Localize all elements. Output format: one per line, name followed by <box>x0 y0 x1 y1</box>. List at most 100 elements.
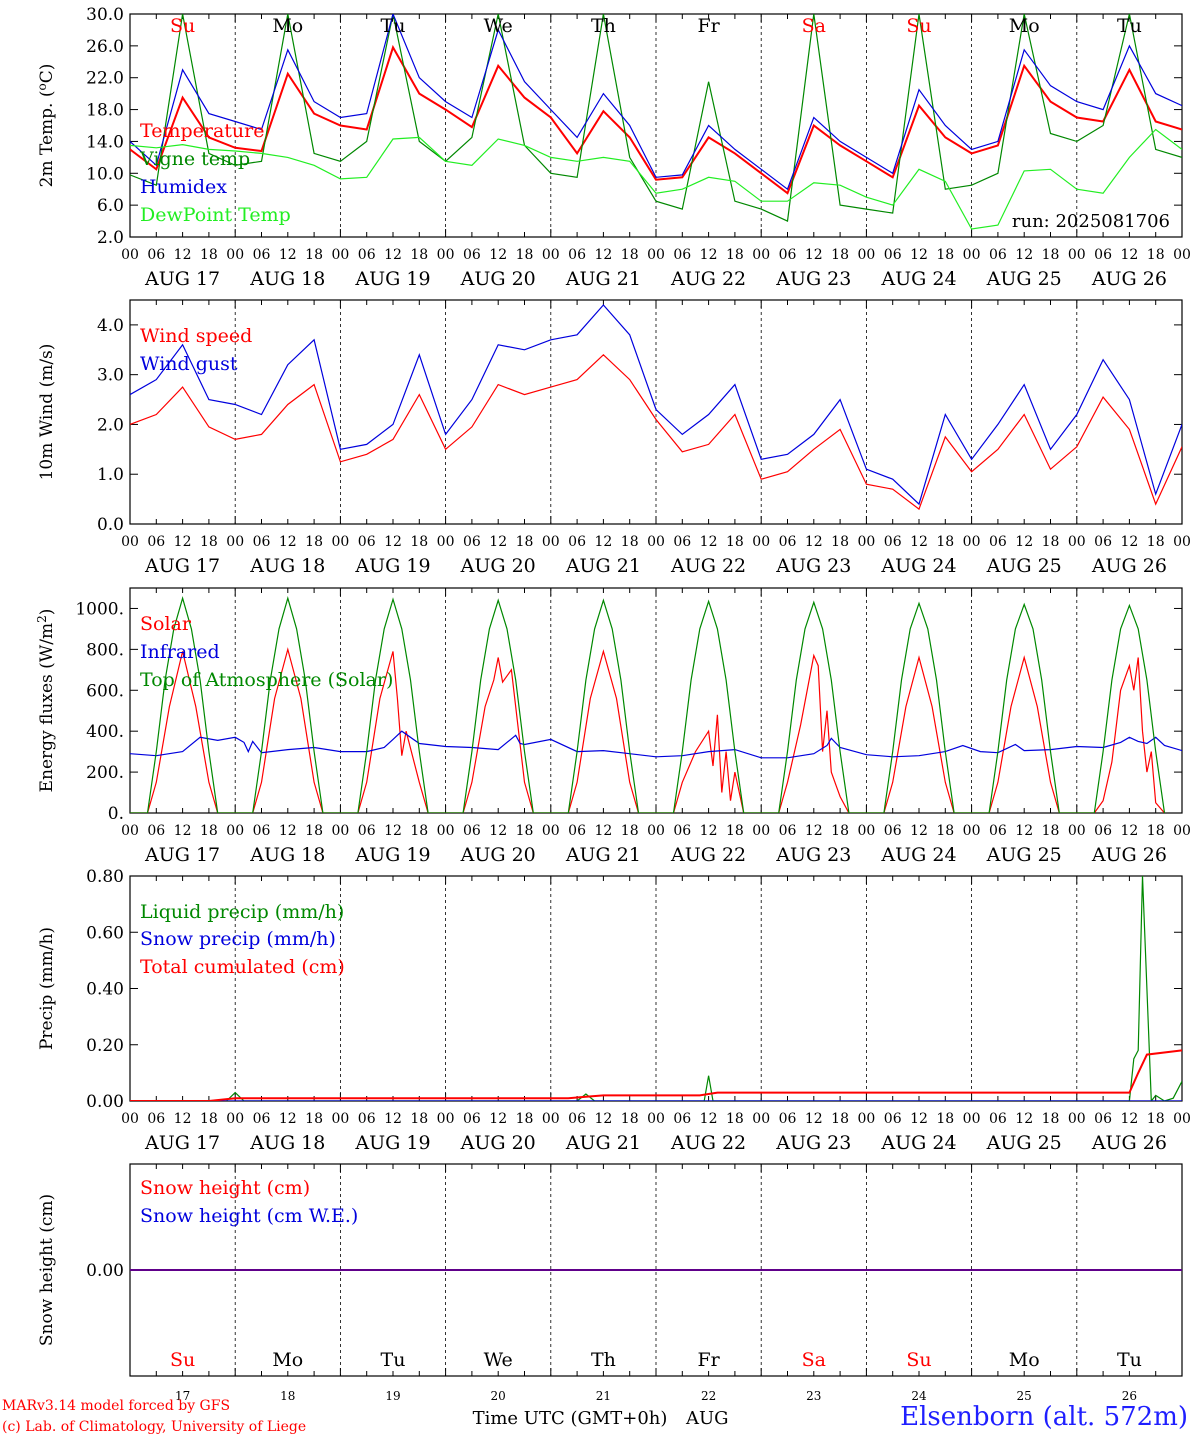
hour-tick-label: 18 <box>1042 534 1060 550</box>
hour-tick-label: 18 <box>305 534 323 550</box>
weekday-label: Mo <box>1009 15 1040 37</box>
hour-tick-label: 06 <box>673 823 691 839</box>
hour-tick-label: 00 <box>752 1111 770 1127</box>
date-label: AUG 24 <box>880 555 956 577</box>
y-axis-label: Snow height (cm) <box>37 1194 57 1346</box>
hour-tick-label: 06 <box>1094 247 1112 263</box>
hour-tick-label: 00 <box>121 823 139 839</box>
hour-tick-label: 12 <box>910 823 928 839</box>
date-label: AUG 17 <box>144 1132 220 1154</box>
hour-tick-label: 00 <box>226 534 244 550</box>
date-label: AUG 20 <box>460 555 536 577</box>
y-tick-label: 10.0 <box>86 164 124 184</box>
legend-entry: Wind speed <box>140 325 252 347</box>
hour-tick-label: 12 <box>174 823 192 839</box>
hour-tick-label: 18 <box>516 247 534 263</box>
hour-tick-label: 06 <box>1094 534 1112 550</box>
hour-tick-label: 18 <box>410 823 428 839</box>
hour-tick-label: 18 <box>831 247 849 263</box>
hour-tick-label: 12 <box>489 534 507 550</box>
series-line-wind-gust <box>130 304 1182 506</box>
weekday-label: Sa <box>802 1349 826 1371</box>
lab-credit: (c) Lab. of Climatology, University of L… <box>2 1419 307 1435</box>
hour-tick-label: 12 <box>700 247 718 263</box>
hour-tick-label: 18 <box>621 534 639 550</box>
model-credit: MARv3.14 model forced by GFS <box>2 1398 231 1414</box>
hour-tick-label: 06 <box>463 823 481 839</box>
hour-tick-label: 06 <box>884 1111 902 1127</box>
y-tick-label: 800. <box>86 640 124 660</box>
hour-tick-label: 18 <box>200 247 218 263</box>
hour-tick-label: 12 <box>279 247 297 263</box>
hour-tick-label: 12 <box>489 1111 507 1127</box>
month-label: AUG <box>685 1408 729 1429</box>
legend-entry: Snow height (cm W.E.) <box>140 1205 358 1227</box>
date-label: AUG 18 <box>249 268 325 290</box>
station-name: Elsenborn (alt. 572m) <box>900 1402 1188 1432</box>
series-line-top-of-atmosphere-solar- <box>130 596 1166 813</box>
hour-tick-label: 00 <box>121 1111 139 1127</box>
y-tick-label: 30.0 <box>86 5 124 25</box>
date-label: AUG 22 <box>670 555 746 577</box>
day-number-label: 18 <box>280 1389 295 1403</box>
series-line-total-cumulated-cm- <box>130 1049 1182 1101</box>
plot-frame <box>129 587 1183 814</box>
y-tick-label: 0.80 <box>86 867 124 887</box>
hour-tick-label: 12 <box>384 823 402 839</box>
hour-tick-label: 00 <box>1068 1111 1086 1127</box>
hour-tick-label: 06 <box>989 534 1007 550</box>
panel-3: 1000. 800. 600. 400. 200. 0. Energy fluxes (W/… <box>35 587 1191 866</box>
y-axis-label: Energy fluxes (W/m2) <box>35 609 57 793</box>
weekday-label: Mo <box>272 15 303 37</box>
series-line-vigne-temp <box>130 14 1182 222</box>
hour-tick-label: 12 <box>384 1111 402 1127</box>
legend-entry: Snow precip (mm/h) <box>140 928 336 950</box>
hour-tick-label: 00 <box>1173 823 1191 839</box>
hour-tick-label: 00 <box>1068 247 1086 263</box>
date-label: AUG 19 <box>354 268 430 290</box>
hour-tick-label: 18 <box>726 247 744 263</box>
hour-tick-label: 18 <box>410 1111 428 1127</box>
date-label: AUG 19 <box>354 844 430 866</box>
hour-tick-label: 18 <box>410 247 428 263</box>
date-label: AUG 20 <box>460 268 536 290</box>
hour-tick-label: 06 <box>673 534 691 550</box>
hour-tick-label: 12 <box>384 247 402 263</box>
weekday-label: Su <box>170 15 195 37</box>
hour-tick-label: 18 <box>831 1111 849 1127</box>
day-number-label: 17 <box>175 1389 190 1403</box>
date-label: AUG 17 <box>144 555 220 577</box>
date-label: AUG 22 <box>670 268 746 290</box>
hour-tick-label: 00 <box>121 534 139 550</box>
hour-tick-label: 00 <box>647 534 665 550</box>
legend-entry: Temperature <box>140 120 264 142</box>
hour-tick-label: 00 <box>1068 823 1086 839</box>
x-axis-title: Time UTC (GMT+0h) <box>473 1408 668 1429</box>
panel-1: 30.0 26.0 22.0 18.0 14.0 10.0 6.0 2.0 2m Temp. (… <box>35 5 1191 290</box>
legend-entry: Infrared <box>140 641 220 663</box>
date-label: AUG 23 <box>775 1132 851 1154</box>
hour-tick-label: 18 <box>831 534 849 550</box>
date-label: AUG 21 <box>565 268 641 290</box>
hour-tick-label: 06 <box>147 823 165 839</box>
day-number-label: 22 <box>701 1389 716 1403</box>
y-tick-label: 0. <box>108 804 124 824</box>
hour-tick-label: 06 <box>779 247 797 263</box>
hour-tick-label: 00 <box>542 534 560 550</box>
weekday-label: Su <box>906 15 931 37</box>
hour-tick-label: 06 <box>147 1111 165 1127</box>
hour-tick-label: 12 <box>594 534 612 550</box>
date-label: AUG 19 <box>354 555 430 577</box>
day-number-label: 26 <box>1122 1389 1137 1403</box>
hour-tick-label: 12 <box>1015 823 1033 839</box>
hour-tick-label: 18 <box>516 534 534 550</box>
hour-tick-label: 18 <box>410 534 428 550</box>
hour-tick-label: 18 <box>1042 1111 1060 1127</box>
y-tick-label: 0.00 <box>86 1092 124 1112</box>
hour-tick-label: 18 <box>936 247 954 263</box>
legend-entry: Solar <box>140 613 192 635</box>
date-label: AUG 24 <box>880 844 956 866</box>
hour-tick-label: 12 <box>594 1111 612 1127</box>
weekday-label: Tu <box>381 15 406 37</box>
